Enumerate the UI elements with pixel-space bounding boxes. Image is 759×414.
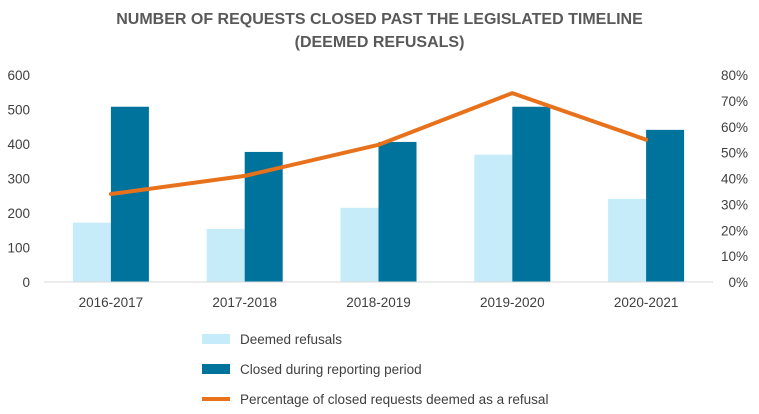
legend-label-closed-during-period: Closed during reporting period bbox=[240, 361, 422, 377]
y2-axis-tick-label: 40% bbox=[721, 172, 748, 187]
chart-plot-area: 0 100 200 300 400 500 600 0% 10% 20% 30% 40% 50% 60% 7… bbox=[7, 68, 748, 310]
y2-axis-tick-label: 60% bbox=[721, 120, 748, 135]
y2-axis-tick-label: 50% bbox=[721, 146, 748, 161]
chart-title-line-1: NUMBER OF REQUESTS CLOSED PAST THE LEGIS… bbox=[116, 11, 643, 28]
y2-axis-tick-label: 70% bbox=[721, 94, 748, 109]
y2-axis-tick-label: 80% bbox=[721, 68, 748, 83]
y-axis-tick-label: 100 bbox=[7, 241, 30, 256]
y-axis-tick-label: 500 bbox=[7, 103, 30, 118]
bar-deemed-refusals bbox=[340, 207, 379, 282]
y-axis-tick-label: 600 bbox=[7, 68, 30, 83]
legend-label-deemed-refusals: Deemed refusals bbox=[240, 331, 343, 347]
line-percentage-refusal bbox=[108, 91, 649, 197]
x-axis-tick-label: 2020-2021 bbox=[614, 295, 679, 310]
legend-swatch-deemed-refusals bbox=[202, 334, 230, 344]
legend-label-percentage-refusal: Percentage of closed requests deemed as … bbox=[240, 391, 549, 407]
bar-deemed-refusals bbox=[474, 154, 513, 282]
chart-title: NUMBER OF REQUESTS CLOSED PAST THE LEGIS… bbox=[0, 8, 759, 54]
bar-closed-during-period bbox=[512, 106, 551, 283]
y-axis-tick-label: 0 bbox=[22, 275, 30, 290]
x-axis-tick-label: 2017-2018 bbox=[212, 295, 277, 310]
chart-legend: Deemed refusals Closed during reporting … bbox=[202, 324, 548, 414]
y-axis-tick-label: 200 bbox=[7, 206, 30, 221]
legend-swatch-percentage-refusal bbox=[202, 397, 230, 401]
y-axis-tick-label: 400 bbox=[7, 137, 30, 152]
chart-title-line-2: (DEEMED REFUSALS) bbox=[294, 34, 465, 51]
bar-deemed-refusals bbox=[608, 198, 647, 282]
bar-closed-during-period bbox=[646, 129, 685, 282]
legend-item-percentage-refusal: Percentage of closed requests deemed as … bbox=[202, 384, 548, 414]
legend-swatch-closed-during-period bbox=[202, 364, 230, 374]
legend-item-closed-during-period: Closed during reporting period bbox=[202, 354, 548, 384]
x-axis-tick-label: 2019-2020 bbox=[480, 295, 545, 310]
bar-deemed-refusals bbox=[206, 228, 245, 282]
bar-closed-during-period bbox=[378, 141, 417, 282]
y2-axis-tick-label: 20% bbox=[721, 223, 748, 238]
y-axis-tick-label: 300 bbox=[7, 172, 30, 187]
y2-axis-tick-label: 0% bbox=[728, 275, 748, 290]
x-axis-tick-label: 2016-2017 bbox=[79, 295, 144, 310]
y2-axis-tick-label: 10% bbox=[721, 249, 748, 264]
x-axis-tick-label: 2018-2019 bbox=[346, 295, 411, 310]
legend-item-deemed-refusals: Deemed refusals bbox=[202, 324, 548, 354]
y2-axis-tick-label: 30% bbox=[721, 197, 748, 212]
bar-deemed-refusals bbox=[72, 222, 111, 282]
